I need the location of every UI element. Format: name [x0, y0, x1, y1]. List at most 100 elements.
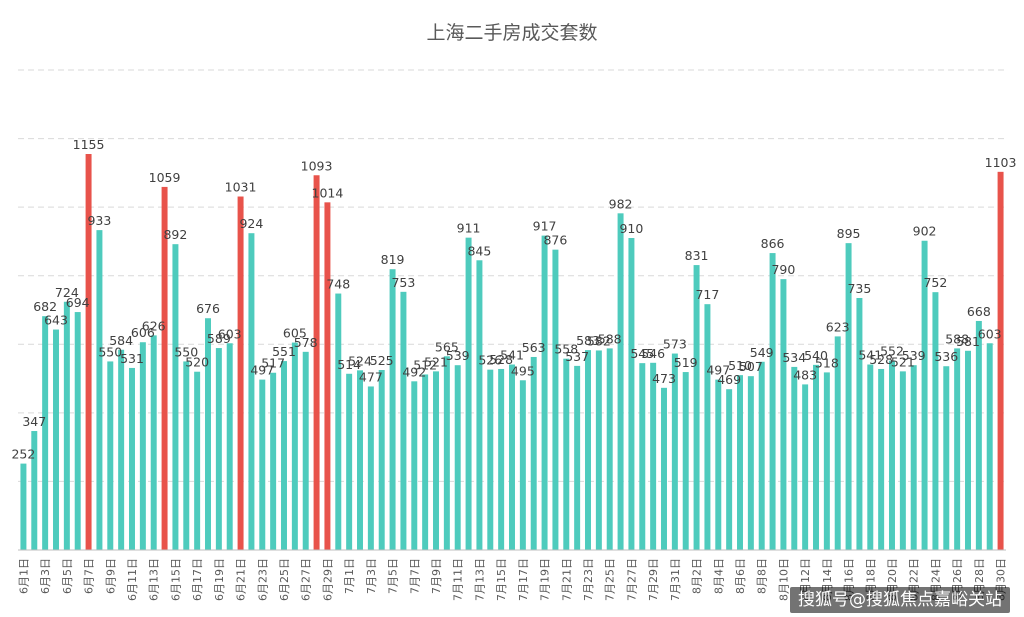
data-label: 512	[413, 357, 437, 372]
data-label: 588	[598, 331, 622, 346]
data-label: 525	[370, 353, 394, 368]
data-label: 752	[923, 275, 947, 290]
data-label: 753	[391, 275, 415, 290]
bar	[270, 372, 277, 550]
bar	[205, 318, 211, 550]
data-label: 902	[913, 224, 937, 239]
data-label: 252	[11, 447, 35, 462]
bar	[617, 213, 624, 551]
data-label: 546	[641, 346, 665, 361]
data-label: 473	[652, 371, 676, 386]
bar	[194, 371, 201, 550]
bar	[802, 384, 809, 550]
x-tick-label: 7月7日	[408, 558, 421, 594]
bar	[335, 293, 342, 550]
bar	[183, 361, 190, 550]
data-label: 643	[44, 313, 68, 328]
data-label: 558	[554, 342, 578, 357]
bar	[237, 196, 244, 550]
bar	[595, 350, 602, 550]
x-tick-label: 6月5日	[61, 558, 74, 594]
data-label: 626	[142, 318, 166, 333]
data-label: 668	[967, 304, 991, 319]
x-tick-label: 6月21日	[235, 558, 248, 601]
data-label: 1155	[73, 137, 105, 152]
x-tick-label: 6月27日	[300, 558, 313, 601]
data-label: 790	[771, 262, 795, 277]
bar	[150, 335, 157, 550]
bar	[433, 371, 439, 550]
data-label: 583	[576, 333, 600, 348]
bar	[118, 349, 125, 550]
bar	[563, 358, 570, 550]
bar	[367, 386, 374, 550]
x-tick-label: 6月29日	[321, 558, 334, 601]
data-label: 552	[880, 344, 904, 359]
bar	[259, 379, 266, 550]
x-tick-label: 6月13日	[148, 558, 161, 601]
bar	[585, 350, 591, 550]
bar	[476, 260, 483, 550]
data-label: 528	[869, 352, 893, 367]
data-label: 531	[120, 351, 144, 366]
data-label: 892	[163, 227, 187, 242]
x-tick-label: 7月5日	[387, 558, 400, 594]
data-label: 584	[109, 333, 133, 348]
bar	[519, 380, 526, 550]
bars	[20, 154, 1004, 551]
data-label: 545	[630, 346, 654, 361]
x-tick-label: 7月15日	[495, 558, 508, 601]
data-label: 519	[674, 355, 698, 370]
bar	[302, 351, 309, 550]
data-label: 549	[750, 345, 774, 360]
bar	[324, 202, 331, 551]
bar	[96, 230, 103, 550]
chart-title: 上海二手房成交套数	[426, 22, 598, 44]
bar	[899, 371, 906, 550]
data-label: 518	[815, 355, 839, 370]
data-label: 1093	[301, 158, 333, 173]
data-label: 536	[934, 349, 958, 364]
data-label: 495	[511, 363, 535, 378]
bar	[780, 279, 787, 550]
bar	[682, 372, 689, 550]
x-tick-label: 7月23日	[582, 558, 595, 601]
data-label: 578	[294, 335, 318, 350]
data-label: 514	[337, 357, 361, 372]
bar	[965, 350, 971, 550]
x-tick-label: 8月8日	[756, 558, 769, 594]
bar	[910, 365, 917, 550]
bar	[671, 353, 678, 550]
bar	[291, 342, 298, 550]
bar	[53, 329, 59, 550]
bar	[172, 244, 179, 550]
bar	[791, 366, 798, 550]
x-tick-label: 7月3日	[365, 558, 378, 594]
bar	[813, 364, 819, 550]
x-tick-label: 6月15日	[169, 558, 182, 601]
bar	[248, 233, 255, 550]
data-label: 1031	[225, 180, 257, 195]
bar	[281, 361, 287, 550]
bar	[487, 369, 494, 550]
data-label: 540	[804, 348, 828, 363]
data-label: 497	[250, 363, 274, 378]
bar	[704, 304, 711, 550]
data-label: 517	[261, 356, 285, 371]
x-tick-label: 7月27日	[625, 558, 638, 601]
x-tick-label: 6月23日	[256, 558, 269, 601]
x-tick-label: 6月19日	[213, 558, 226, 601]
bar	[943, 366, 950, 550]
data-label: 541	[858, 348, 882, 363]
data-label: 603	[218, 326, 242, 341]
data-label: 520	[185, 355, 209, 370]
x-tick-label: 7月31日	[669, 558, 682, 601]
data-label: 682	[33, 299, 57, 314]
data-label: 831	[685, 248, 709, 263]
data-label: 589	[207, 331, 231, 346]
data-label: 347	[22, 414, 46, 429]
data-label: 573	[663, 337, 687, 352]
x-tick-label: 6月1日	[17, 558, 30, 594]
x-tick-label: 6月11日	[126, 558, 139, 601]
x-tick-label: 7月29日	[647, 558, 660, 601]
